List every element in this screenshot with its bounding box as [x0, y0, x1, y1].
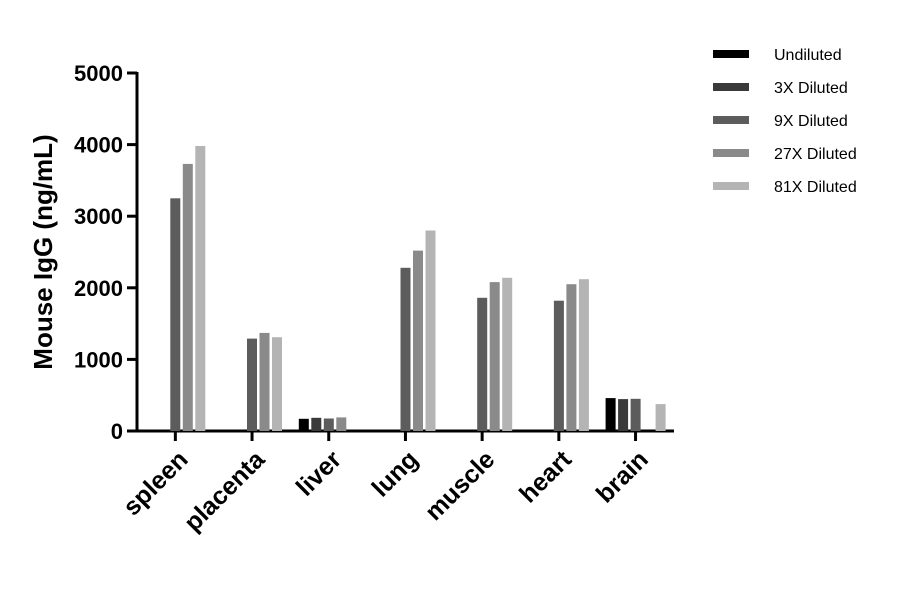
legend-item: 81X Diluted	[713, 179, 857, 196]
bar-group-lung	[400, 230, 436, 431]
bar	[247, 338, 257, 431]
bar	[336, 417, 347, 431]
legend-label: 27X Diluted	[774, 146, 857, 163]
legend-item: 9X Diluted	[713, 113, 848, 130]
bar	[502, 277, 513, 431]
legend-label: 9X Diluted	[774, 113, 848, 130]
bar-group-spleen	[170, 146, 206, 431]
legend-swatch	[713, 116, 749, 124]
bar-group-liver	[298, 417, 347, 431]
bar	[655, 404, 666, 431]
bar-group-brain	[605, 398, 666, 431]
bar	[195, 146, 206, 431]
bar	[489, 282, 500, 431]
x-tick-label: brain	[591, 445, 654, 508]
x-tick-label: liver	[291, 445, 347, 501]
x-tick-label: lung	[367, 445, 424, 502]
bar	[272, 337, 282, 431]
bar	[566, 284, 577, 431]
bar	[605, 398, 616, 431]
y-tick-label: 2000	[74, 276, 123, 301]
bar	[311, 417, 322, 431]
legend-swatch	[713, 50, 749, 58]
bar	[413, 250, 423, 431]
bar-group-heart	[553, 279, 589, 431]
bar	[618, 399, 629, 431]
legend-item: 27X Diluted	[713, 146, 857, 163]
legend-swatch	[713, 149, 749, 157]
legend-swatch	[713, 83, 749, 91]
bar	[553, 300, 564, 431]
legend-label: Undiluted	[774, 47, 842, 64]
bar	[298, 418, 309, 431]
y-axis-title: Mouse IgG (ng/mL)	[28, 134, 58, 369]
bar-group-placenta	[247, 332, 282, 431]
y-axis: 0 1000 2000 3000 4000 5000	[74, 61, 139, 444]
bar	[630, 398, 641, 431]
bar	[477, 297, 488, 431]
bar	[578, 279, 589, 431]
y-tick-label: 4000	[74, 133, 123, 158]
legend-swatch	[713, 182, 749, 190]
x-tick-label: heart	[514, 445, 578, 509]
bar	[182, 163, 193, 431]
bars	[170, 146, 666, 431]
legend: Undiluted 3X Diluted 9X Diluted 27X Diluted…	[713, 47, 857, 196]
legend-label: 81X Diluted	[774, 179, 857, 196]
y-tick-label: 0	[111, 419, 123, 444]
legend-label: 3X Diluted	[774, 80, 848, 97]
bar	[259, 332, 270, 431]
x-tick-label: muscle	[420, 445, 501, 526]
bar	[323, 418, 334, 431]
y-tick-label: 1000	[74, 347, 123, 372]
legend-item: 3X Diluted	[713, 80, 848, 97]
legend-item: Undiluted	[713, 47, 842, 64]
bar	[170, 198, 181, 431]
x-tick-label: spleen	[118, 445, 194, 521]
bar	[400, 267, 411, 431]
y-tick-label: 5000	[74, 61, 123, 86]
x-tick-label: placenta	[179, 445, 271, 537]
y-tick-label: 3000	[74, 204, 123, 229]
bar	[425, 230, 436, 431]
bar-group-muscle	[477, 277, 513, 431]
